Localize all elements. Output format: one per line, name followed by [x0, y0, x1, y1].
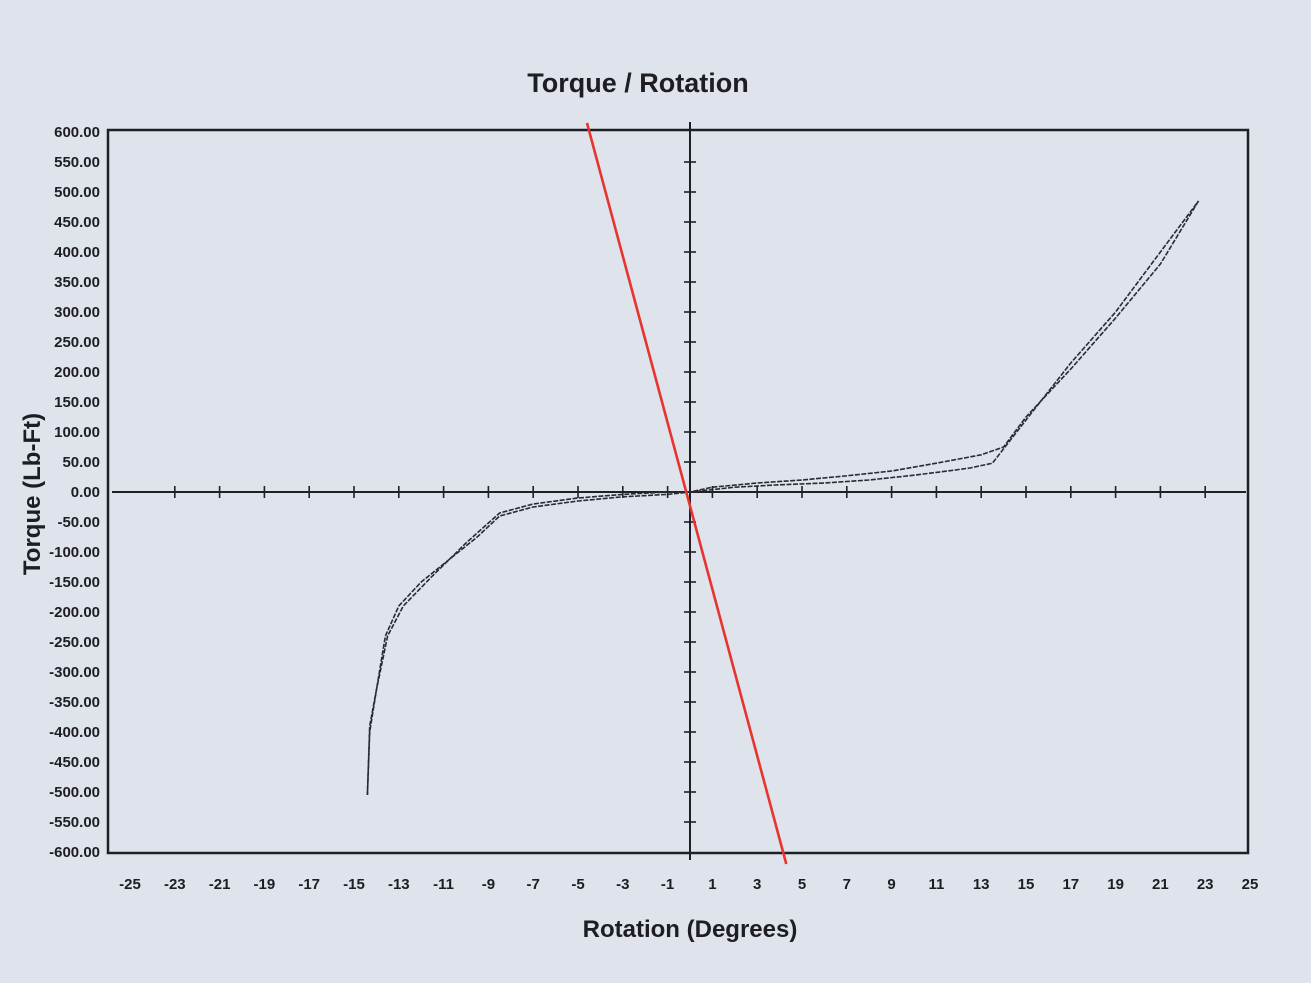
y-tick-label: -600.00 — [49, 844, 100, 861]
x-axis-label: Rotation (Degrees) — [583, 916, 798, 943]
data-series — [366, 122, 1200, 865]
x-tick-label: 5 — [798, 876, 806, 893]
y-tick-label: 350.00 — [54, 274, 100, 291]
x-tick-label: 25 — [1242, 876, 1259, 893]
y-tick-label: -300.00 — [49, 664, 100, 681]
y-tick-label: -200.00 — [49, 604, 100, 621]
y-tick-label: -250.00 — [49, 634, 100, 651]
y-tick-labels: 600.00 550.00 500.00 450.00 400.00 350.00 300.… — [49, 124, 100, 861]
x-tick-label: -13 — [388, 876, 410, 893]
y-tick-label: 400.00 — [54, 244, 100, 261]
x-tick-label: 7 — [843, 876, 851, 893]
y-axis-label: Torque (Lb-Ft) — [19, 413, 46, 575]
x-tick-label: 19 — [1107, 876, 1124, 893]
x-tick-label: -9 — [482, 876, 495, 893]
y-tick-label: -350.00 — [49, 694, 100, 711]
x-tick-label: -21 — [209, 876, 231, 893]
x-tick-label: 1 — [708, 876, 716, 893]
y-tick-label: -150.00 — [49, 574, 100, 591]
series-line-3 — [585, 122, 788, 865]
x-tick-label: -1 — [661, 876, 674, 893]
y-tick-label: -550.00 — [49, 814, 100, 831]
x-tick-label: 3 — [753, 876, 761, 893]
x-tick-label: -23 — [164, 876, 186, 893]
x-tick-label: 13 — [973, 876, 990, 893]
y-tick-label: 450.00 — [54, 214, 100, 231]
x-tick-label: -5 — [571, 876, 584, 893]
y-tick-label: 600.00 — [54, 124, 100, 141]
y-tick-label: 250.00 — [54, 334, 100, 351]
zero-axes — [112, 122, 1246, 860]
x-tick-label: -25 — [119, 876, 141, 893]
y-tick-label: -450.00 — [49, 754, 100, 771]
x-tick-label: 11 — [928, 876, 944, 893]
y-tick-label: 500.00 — [54, 184, 100, 201]
x-tick-label: 15 — [1018, 876, 1035, 893]
chart-title: Torque / Rotation — [527, 68, 748, 98]
y-tick-label: 200.00 — [54, 364, 100, 381]
y-tick-label: 150.00 — [54, 394, 100, 411]
x-tick-label: -11 — [433, 876, 454, 893]
y-tick-label: 300.00 — [54, 304, 100, 321]
series-line-2 — [366, 200, 1200, 796]
y-tick-label: 50.00 — [62, 454, 100, 471]
y-tick-label: 0.00 — [71, 484, 100, 501]
x-tick-label: -17 — [298, 876, 320, 893]
y-tick-label: 550.00 — [54, 154, 100, 171]
x-tick-label: -7 — [527, 876, 540, 893]
x-tick-label: 23 — [1197, 876, 1214, 893]
y-tick-label: -500.00 — [49, 784, 100, 801]
y-tick-label: -400.00 — [49, 724, 100, 741]
y-tick-label: -50.00 — [57, 514, 100, 531]
x-tick-label: 9 — [887, 876, 895, 893]
series-line-1 — [366, 200, 1200, 796]
x-tick-label: -15 — [343, 876, 365, 893]
x-tick-label: -19 — [254, 876, 276, 893]
x-tick-labels: -25 -23 -21 -19 -17 -15 -13 -11 -9 -7 -5 -3 -1 1 3 5 7 9 1… — [119, 876, 1258, 893]
x-tick-label: 17 — [1062, 876, 1079, 893]
plot-frame — [106, 128, 1250, 855]
x-tick-label: -3 — [616, 876, 629, 893]
y-tick-label: -100.00 — [49, 544, 100, 561]
y-tick-label: 100.00 — [54, 424, 100, 441]
x-tick-label: 21 — [1152, 876, 1169, 893]
